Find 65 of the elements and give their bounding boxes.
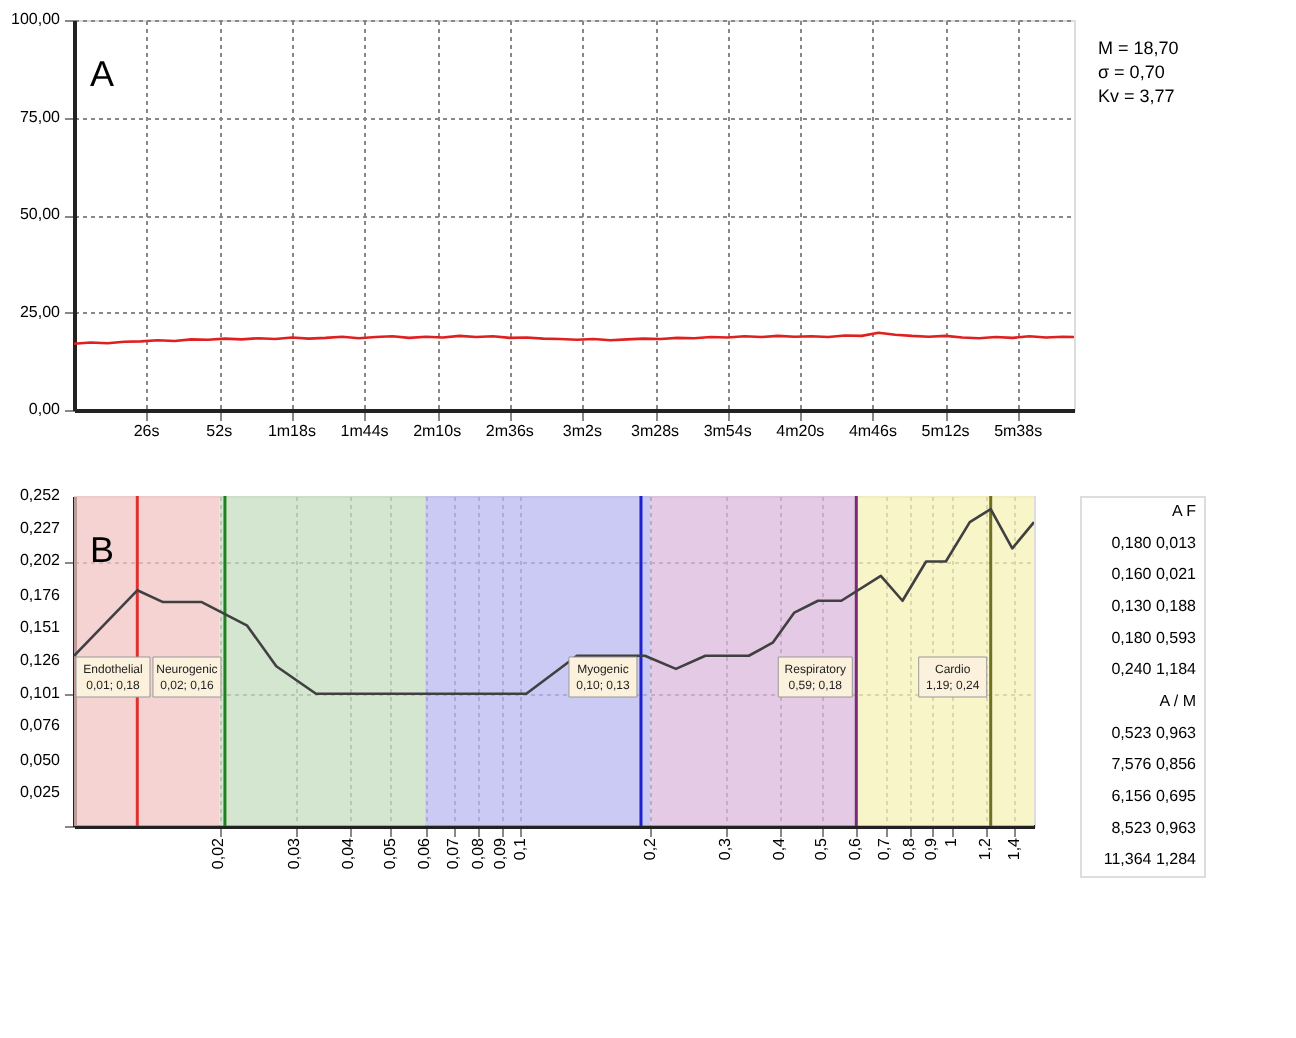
x-tick-label: 3m2s xyxy=(562,422,602,440)
y-tick-label: 25,00 xyxy=(19,302,62,321)
text: Kv = 3,77 xyxy=(1098,86,1175,106)
text: 0,180 0,013 xyxy=(1111,533,1198,552)
y-tick-label: 0,126 xyxy=(19,651,62,669)
annotation: B xyxy=(90,530,115,570)
x-tick-label: 52s xyxy=(206,422,233,440)
x-tick-label: 0,2 xyxy=(640,836,659,861)
x-tick-label: 0,1 xyxy=(510,836,529,861)
x-tick-label: 4m20s xyxy=(776,422,825,440)
y-tick-label: 100,00 xyxy=(11,10,62,28)
y-tick-label: 50,00 xyxy=(19,205,62,223)
y-tick-label: 0,076 xyxy=(19,716,62,735)
y-tick-label: 0,101 xyxy=(19,683,62,702)
x-tick-label: 2m10s xyxy=(413,422,462,440)
x-tick-label: 0,5 xyxy=(812,836,831,861)
text: A / M xyxy=(1159,691,1197,710)
x-tick-label: 1,4 xyxy=(1004,836,1023,861)
y-tick-label: 0,252 xyxy=(19,486,62,504)
x-tick-label: 0,8 xyxy=(900,836,919,861)
x-tick-label: 2m36s xyxy=(485,422,534,440)
x-tick-label: 0,09 xyxy=(491,836,510,870)
text: 0,523 0,963 xyxy=(1111,723,1198,742)
x-tick-label: 3m28s xyxy=(630,422,680,440)
x-tick-label: 0,4 xyxy=(770,836,789,861)
text: M = 18,70 xyxy=(1098,38,1179,58)
x-tick-label: 0,7 xyxy=(875,836,894,861)
y-tick-label: 0,176 xyxy=(19,585,62,604)
x-tick-label: 1m44s xyxy=(340,422,389,440)
text: 0,240 1,184 xyxy=(1111,660,1198,679)
text: σ = 0,70 xyxy=(1098,62,1165,82)
x-tick-label: 3m54s xyxy=(703,422,752,440)
x-tick-label: 0,08 xyxy=(468,836,487,870)
x-tick-label: 1m18s xyxy=(267,422,316,440)
x-tick-label: 0,04 xyxy=(339,836,358,870)
y-tick-label: 0,00 xyxy=(28,400,62,418)
x-tick-label: 1 xyxy=(941,836,960,847)
text: 8,523 0,963 xyxy=(1111,818,1198,837)
text: 6,156 0,695 xyxy=(1111,786,1198,805)
y-tick-label: 0,151 xyxy=(19,618,62,637)
x-tick-label: 5m38s xyxy=(994,422,1043,440)
y-tick-label: 75,00 xyxy=(19,107,62,126)
x-tick-label: 0,07 xyxy=(443,836,462,870)
x-tick-label: 0,9 xyxy=(922,836,941,861)
text: 7,576 0,856 xyxy=(1111,755,1198,774)
y-tick-label: 0,227 xyxy=(19,518,62,537)
text: 0,180 0,593 xyxy=(1111,628,1198,647)
x-tick-label: 0,6 xyxy=(846,836,865,861)
y-tick-label: 0,050 xyxy=(19,750,62,769)
x-tick-label: 5m12s xyxy=(921,422,970,440)
text: 0,130 0,188 xyxy=(1111,596,1198,615)
y-tick-label: 0,202 xyxy=(19,551,62,570)
text: 0,160 0,021 xyxy=(1111,565,1198,584)
y-tick-label: 0,025 xyxy=(19,783,62,802)
x-tick-label: 0,02 xyxy=(209,836,228,870)
annotation: A xyxy=(90,54,115,94)
text: A F xyxy=(1171,501,1197,520)
text: 11,364 1,284 xyxy=(1103,850,1198,869)
x-tick-label: 0,06 xyxy=(415,836,434,870)
x-tick-label: 1,2 xyxy=(976,836,995,861)
x-tick-label: 0,3 xyxy=(716,836,735,861)
x-tick-label: 0,05 xyxy=(380,836,399,870)
x-tick-label: 0,03 xyxy=(285,836,304,870)
x-tick-label: 26s xyxy=(133,422,160,440)
x-tick-label: 4m46s xyxy=(848,422,897,440)
